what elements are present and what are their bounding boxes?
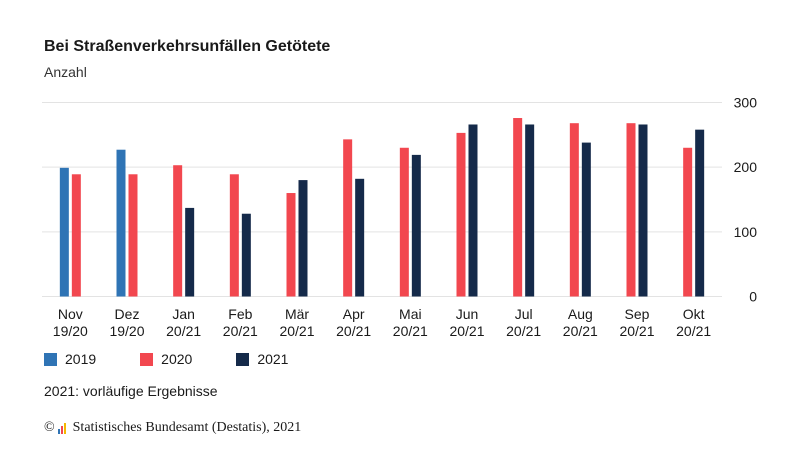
x-tick-label-period: 19/20	[109, 323, 144, 339]
x-tick-label-period: 20/21	[223, 323, 258, 339]
bar-2021-mär[interactable]	[298, 180, 308, 297]
legend-label-2021: 2021	[257, 351, 289, 367]
x-tick-label-month: Aug	[568, 306, 593, 322]
legend-item-2020[interactable]: 2020	[140, 351, 192, 367]
bar-2020-apr[interactable]	[343, 139, 353, 297]
destatis-logo-icon	[57, 422, 67, 434]
bar-2019-nov[interactable]	[59, 167, 69, 297]
bar-2019-dez[interactable]	[116, 149, 126, 297]
bar-2021-jun[interactable]	[468, 124, 478, 297]
chart-title: Bei Straßenverkehrsunfällen Getötete	[44, 38, 331, 55]
y-tick-label: 200	[734, 159, 758, 175]
bar-2021-okt[interactable]	[695, 129, 705, 297]
bar-2021-jan[interactable]	[185, 207, 195, 297]
x-axis-tick-labels: Nov19/20Dez19/20Jan20/21Feb20/21Mär20/21…	[53, 306, 712, 339]
x-tick-label-period: 19/20	[53, 323, 88, 339]
copyright-symbol: ©	[44, 420, 55, 435]
x-tick-label-month: Apr	[343, 306, 365, 322]
x-tick-label-period: 20/21	[619, 323, 654, 339]
bar-2020-jan[interactable]	[173, 165, 183, 297]
x-tick-label-month: Sep	[625, 306, 650, 322]
x-tick-label-period: 20/21	[506, 323, 541, 339]
bar-2020-dez[interactable]	[128, 174, 138, 297]
y-axis-tick-labels: 0 100 200 300	[734, 95, 758, 305]
source-credit: © Statistisches Bundesamt (Destatis), 20…	[44, 420, 301, 436]
legend-item-2021[interactable]: 2021	[236, 351, 288, 367]
x-tick-label-period: 20/21	[166, 323, 201, 339]
y-tick-label: 100	[734, 224, 758, 240]
x-tick-label-month: Mär	[285, 306, 309, 322]
legend-label-2020: 2020	[161, 351, 193, 367]
x-tick-label-month: Dez	[115, 306, 140, 322]
x-tick-label-month: Okt	[683, 306, 705, 322]
bar-2020-aug[interactable]	[569, 123, 579, 297]
footnote: 2021: vorläufige Ergebnisse	[44, 383, 218, 399]
bar-2020-feb[interactable]	[229, 174, 239, 297]
bar-2020-jun[interactable]	[456, 132, 466, 297]
legend-swatch-2019	[44, 352, 57, 366]
y-tick-label: 0	[749, 289, 757, 305]
x-tick-label-month: Feb	[228, 306, 252, 322]
x-tick-label-month: Jul	[515, 306, 533, 322]
x-tick-label-month: Nov	[58, 306, 83, 322]
legend: 2019 2020 2021	[44, 351, 332, 367]
legend-item-2019[interactable]: 2019	[44, 351, 96, 367]
bar-2021-apr[interactable]	[355, 178, 365, 297]
x-tick-label-period: 20/21	[676, 323, 711, 339]
source-text: Statistisches Bundesamt (Destatis), 2021	[72, 420, 302, 435]
bar-2021-mai[interactable]	[411, 154, 421, 297]
bar-2021-aug[interactable]	[581, 142, 591, 297]
grid-lines	[42, 102, 722, 297]
bar-2021-sep[interactable]	[638, 124, 648, 297]
bar-2020-sep[interactable]	[626, 123, 636, 297]
x-tick-label-period: 20/21	[563, 323, 598, 339]
bar-2021-feb[interactable]	[241, 213, 251, 297]
x-tick-label-period: 20/21	[279, 323, 314, 339]
x-tick-label-month: Jan	[172, 306, 195, 322]
x-tick-label-month: Mai	[399, 306, 422, 322]
x-tick-label-period: 20/21	[336, 323, 371, 339]
bar-2020-jul[interactable]	[513, 118, 523, 297]
bar-2020-okt[interactable]	[683, 147, 693, 297]
bar-2021-jul[interactable]	[525, 124, 535, 297]
legend-swatch-2020	[140, 352, 154, 366]
chart-subtitle: Anzahl	[44, 64, 87, 80]
legend-label-2019: 2019	[65, 351, 97, 367]
x-tick-label-month: Jun	[456, 306, 479, 322]
legend-swatch-2021	[236, 352, 250, 366]
x-tick-label-period: 20/21	[393, 323, 428, 339]
x-tick-label-period: 20/21	[449, 323, 484, 339]
bar-2020-mär[interactable]	[286, 193, 296, 297]
y-tick-label: 300	[734, 95, 758, 111]
bars	[59, 118, 705, 297]
bar-2020-mai[interactable]	[399, 147, 409, 297]
bar-2020-nov[interactable]	[71, 174, 81, 297]
